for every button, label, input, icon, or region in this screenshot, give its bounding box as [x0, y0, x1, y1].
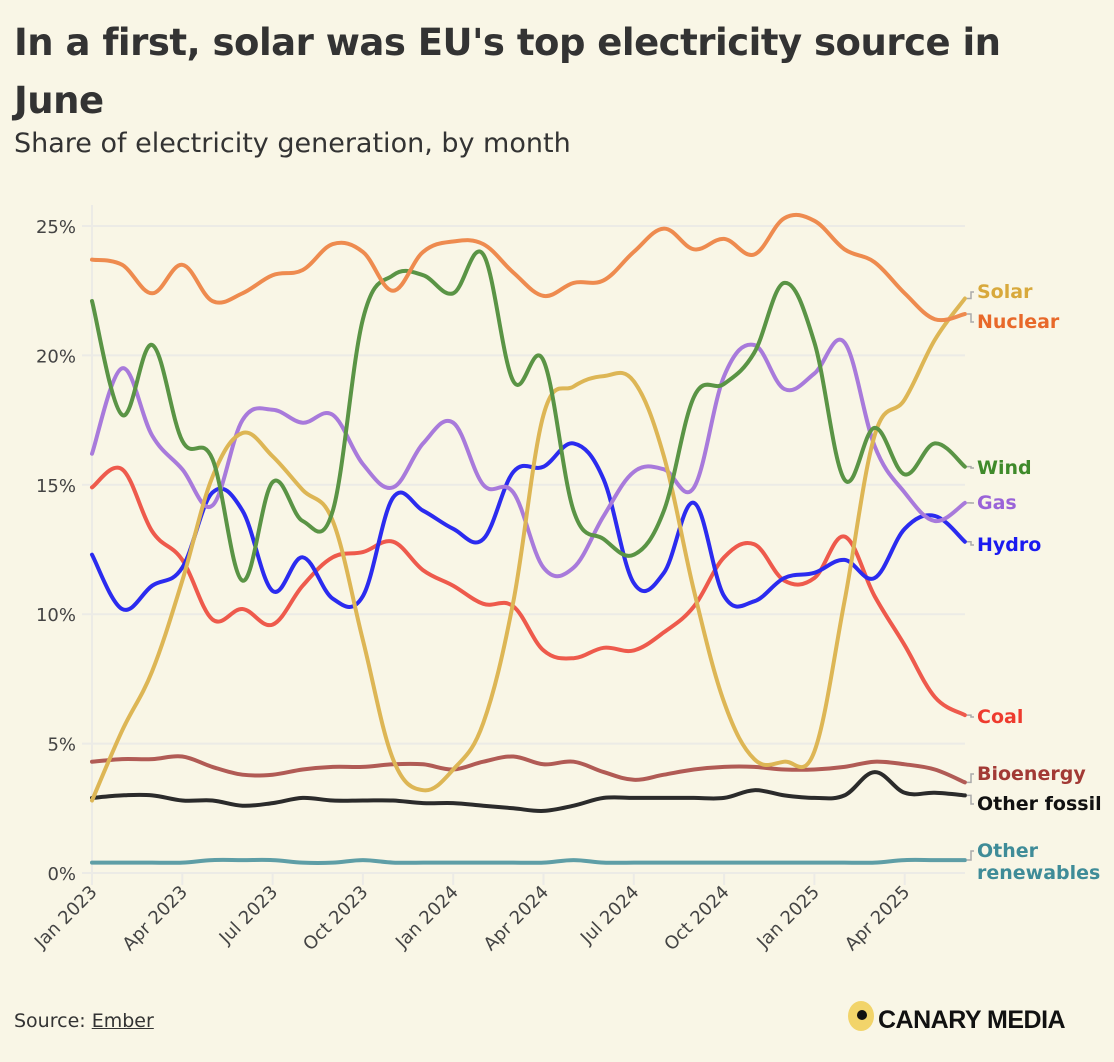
series-line-nuclear	[90, 212, 967, 323]
x-tick-label: Jan 2023	[30, 882, 102, 954]
y-tick-label: 20%	[36, 346, 76, 367]
source-link[interactable]: Ember	[91, 1010, 154, 1032]
x-tick-label: Apr 2024	[480, 882, 553, 955]
series-label-text: Hydro	[977, 534, 1041, 556]
series-line-solar	[90, 296, 967, 803]
y-tick-label: 0%	[47, 864, 76, 885]
series-line-other-renewables	[90, 857, 967, 865]
x-tick-label: Oct 2024	[660, 882, 733, 955]
series-label-gas: Gas	[967, 492, 1017, 514]
series-lines	[90, 212, 967, 865]
logo-text: CANARY MEDIA	[878, 1005, 1066, 1034]
canary-media-logo: CANARY MEDIA	[848, 1000, 1066, 1040]
series-label-text: Solar	[977, 281, 1033, 303]
x-axis: Jan 2023 Apr 2023 Jul 2023 Oct 2023 Jan 2024…	[30, 873, 914, 955]
label-connector	[967, 794, 974, 805]
chart-title: In a first, solar was EU's top electrici…	[14, 21, 1001, 122]
series-labels: Solar Nuclear Wind Gas Hydro Coal Bioenergy Oth…	[967, 281, 1102, 884]
series-label-text: renewables	[977, 862, 1100, 884]
x-tick-label: Jul 2023	[215, 882, 282, 949]
x-tick-label: Jul 2024	[576, 882, 643, 949]
y-tick-label: 25%	[36, 217, 76, 238]
series-line-other-fossil	[90, 770, 967, 813]
series-label-wind: Wind	[967, 457, 1032, 479]
source-note: Source: Ember	[14, 1010, 154, 1032]
line-chart: 0% 5% 10% 15% 20% 25% Jan 2023 Apr 2023 Jul 202…	[30, 205, 1102, 955]
y-tick-label: 5%	[47, 735, 76, 756]
label-connector	[967, 540, 974, 546]
label-connector	[967, 850, 974, 861]
series-label-other-fossil: Other fossil	[967, 793, 1102, 815]
label-connector	[967, 465, 974, 469]
y-tick-label: 10%	[36, 605, 76, 626]
series-label-bioenergy: Bioenergy	[967, 763, 1086, 785]
series-label-solar: Solar	[967, 281, 1033, 303]
logo-dot-icon	[848, 1001, 874, 1031]
series-line-wind	[90, 249, 967, 583]
series-label-text: Other	[977, 840, 1039, 862]
series-label-text: Nuclear	[977, 311, 1060, 333]
series-line-hydro	[90, 441, 967, 612]
y-tick-label: 15%	[36, 476, 76, 497]
series-label-text: Coal	[977, 706, 1023, 728]
series-label-text: Bioenergy	[977, 763, 1086, 785]
x-tick-label: Jan 2024	[391, 882, 463, 954]
series-label-text: Other fossil	[977, 793, 1102, 815]
x-tick-label: Apr 2025	[841, 882, 914, 955]
label-connector	[967, 714, 974, 718]
series-label-hydro: Hydro	[967, 534, 1041, 556]
series-label-coal: Coal	[967, 706, 1023, 728]
label-connector	[967, 773, 974, 784]
series-line-bioenergy	[90, 754, 967, 785]
label-connector	[967, 291, 974, 300]
chart-subtitle: Share of electricity generation, by mont…	[14, 128, 571, 159]
source-prefix: Source:	[14, 1010, 92, 1032]
x-tick-label: Apr 2023	[119, 882, 192, 955]
label-connector	[967, 313, 974, 323]
x-tick-label: Jan 2025	[752, 882, 824, 954]
series-label-text: Gas	[977, 492, 1017, 514]
y-axis: 0% 5% 10% 15% 20% 25%	[36, 217, 76, 885]
series-label-nuclear: Nuclear	[967, 311, 1060, 333]
series-label-text: Wind	[977, 457, 1032, 479]
x-tick-label: Oct 2023	[299, 882, 372, 955]
